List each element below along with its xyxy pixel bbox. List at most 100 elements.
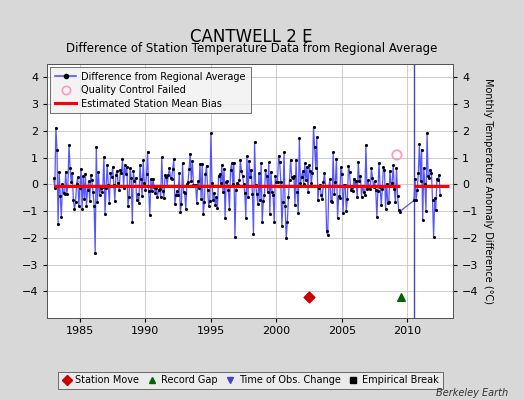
Point [205,198,214,204]
Point [118,156,127,162]
Point [197,195,205,202]
Point [253,190,261,197]
Point [159,188,167,194]
Point [362,142,370,148]
Point [72,180,81,187]
Point [372,186,380,193]
Point [334,193,343,199]
Point [178,160,187,166]
Point [306,168,314,174]
Point [355,178,364,184]
Point [162,174,170,180]
Y-axis label: Monthly Temperature Anomaly Difference (°C): Monthly Temperature Anomaly Difference (… [483,78,493,304]
Point [110,182,118,188]
Text: CANTWELL 2 E: CANTWELL 2 E [190,28,313,46]
Point [56,193,64,199]
Point [139,157,147,163]
Point [252,182,260,188]
Point [396,208,404,215]
Point [350,176,358,182]
Point [132,175,140,182]
Point [435,172,443,178]
Point [275,152,283,159]
Point [49,175,58,182]
Point [57,214,66,220]
Point [346,187,355,194]
Point [75,185,84,191]
Point [80,196,89,202]
Point [102,184,110,191]
Point [232,186,240,193]
Point [149,176,157,182]
Point [114,180,122,187]
Point [156,186,164,192]
Point [86,172,95,178]
Point [221,214,230,221]
Point [291,202,299,208]
Point [384,200,392,206]
Point [127,174,135,181]
Point [163,182,171,189]
Point [310,144,319,150]
Point [259,198,267,204]
Point [135,199,143,206]
Point [133,196,141,203]
Point [185,166,193,172]
Point [171,201,179,208]
Point [147,176,155,182]
Point [183,181,191,187]
Point [237,168,246,175]
Point [174,192,182,198]
Point [327,198,335,204]
Point [222,179,231,185]
Point [116,167,125,173]
Point [283,219,291,225]
Point [215,171,224,177]
Point [354,159,363,165]
Point [424,172,432,179]
Point [175,170,183,176]
Point [164,171,172,178]
Point [146,212,154,218]
Point [294,210,302,216]
Point [144,148,152,155]
Point [266,210,274,217]
Point [397,294,405,300]
Point [78,206,86,212]
Point [369,184,378,190]
Point [134,191,142,198]
Point [54,221,62,227]
Point [233,180,241,186]
Point [411,176,419,182]
Point [129,168,138,174]
Point [323,232,332,239]
Point [364,177,372,183]
Point [83,186,92,193]
Point [71,199,80,206]
Point [366,186,375,192]
Point [301,160,309,167]
Point [331,179,340,185]
Point [143,171,151,178]
Point [111,198,119,204]
Point [65,142,73,148]
Point [74,203,83,209]
Point [234,182,243,188]
Point [115,187,123,193]
Point [51,184,59,191]
Point [148,188,156,195]
Point [317,192,325,198]
Point [328,199,336,205]
Point [173,188,181,194]
Point [82,203,91,209]
Point [373,214,381,220]
Point [160,194,168,201]
Point [94,169,103,175]
Point [226,167,235,173]
Point [202,162,211,169]
Point [322,228,331,234]
Point [161,172,169,178]
Point [204,203,213,210]
Point [242,214,250,221]
Point [212,194,221,200]
